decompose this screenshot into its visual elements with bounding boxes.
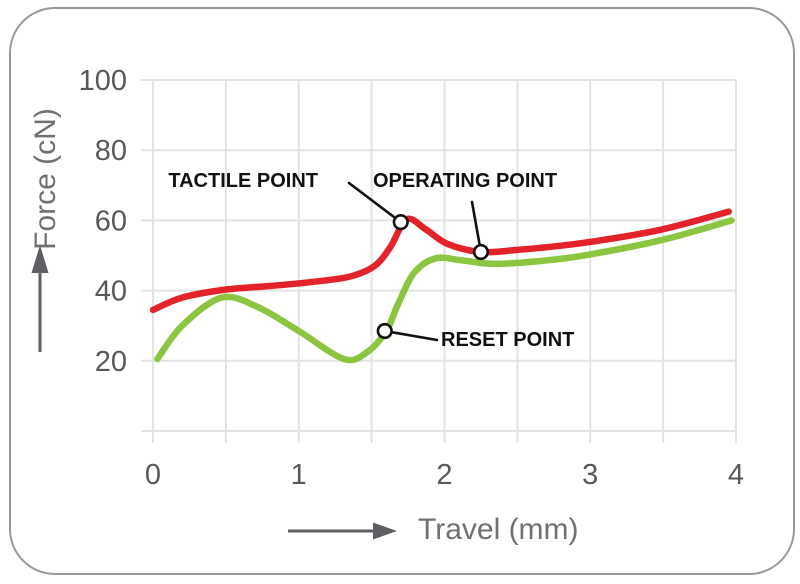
x-tick-label: 4 [728, 459, 744, 491]
reset-point-marker [376, 322, 393, 340]
y-tick-label: 20 [95, 346, 127, 378]
x-tick-label: 0 [145, 459, 161, 491]
y-axis-title: Force (cN) [29, 108, 62, 250]
annotation-operating-point: OPERATING POINT [373, 170, 558, 192]
x-tick-label: 1 [291, 459, 307, 491]
tick-label-layer: 20 40 60 80 100 0 1 2 3 4 [79, 65, 744, 491]
annotation-tactile-point: TACTILE POINT [168, 170, 318, 192]
operating-point-marker [472, 243, 490, 261]
y-axis-up-arrow-icon [31, 245, 49, 352]
y-tick-label: 80 [95, 135, 127, 167]
reset-point-leader-line [391, 331, 439, 342]
release-curve [154, 217, 735, 364]
y-tick-label: 100 [79, 65, 127, 97]
tactile-point-leader-line [347, 181, 396, 219]
annotation-layer [347, 181, 490, 342]
x-axis-title: Travel (mm) [418, 513, 579, 546]
x-axis-right-arrow-icon [288, 522, 397, 540]
x-tick-label: 3 [582, 459, 598, 491]
grid-layer [141, 79, 737, 443]
y-tick-label: 60 [95, 205, 127, 237]
x-tick-label: 2 [436, 459, 452, 491]
operating-point-leader-line [470, 200, 481, 245]
tactile-point-marker [392, 214, 409, 231]
annotation-reset-point: RESET POINT [441, 329, 575, 351]
y-tick-label: 40 [95, 276, 127, 308]
